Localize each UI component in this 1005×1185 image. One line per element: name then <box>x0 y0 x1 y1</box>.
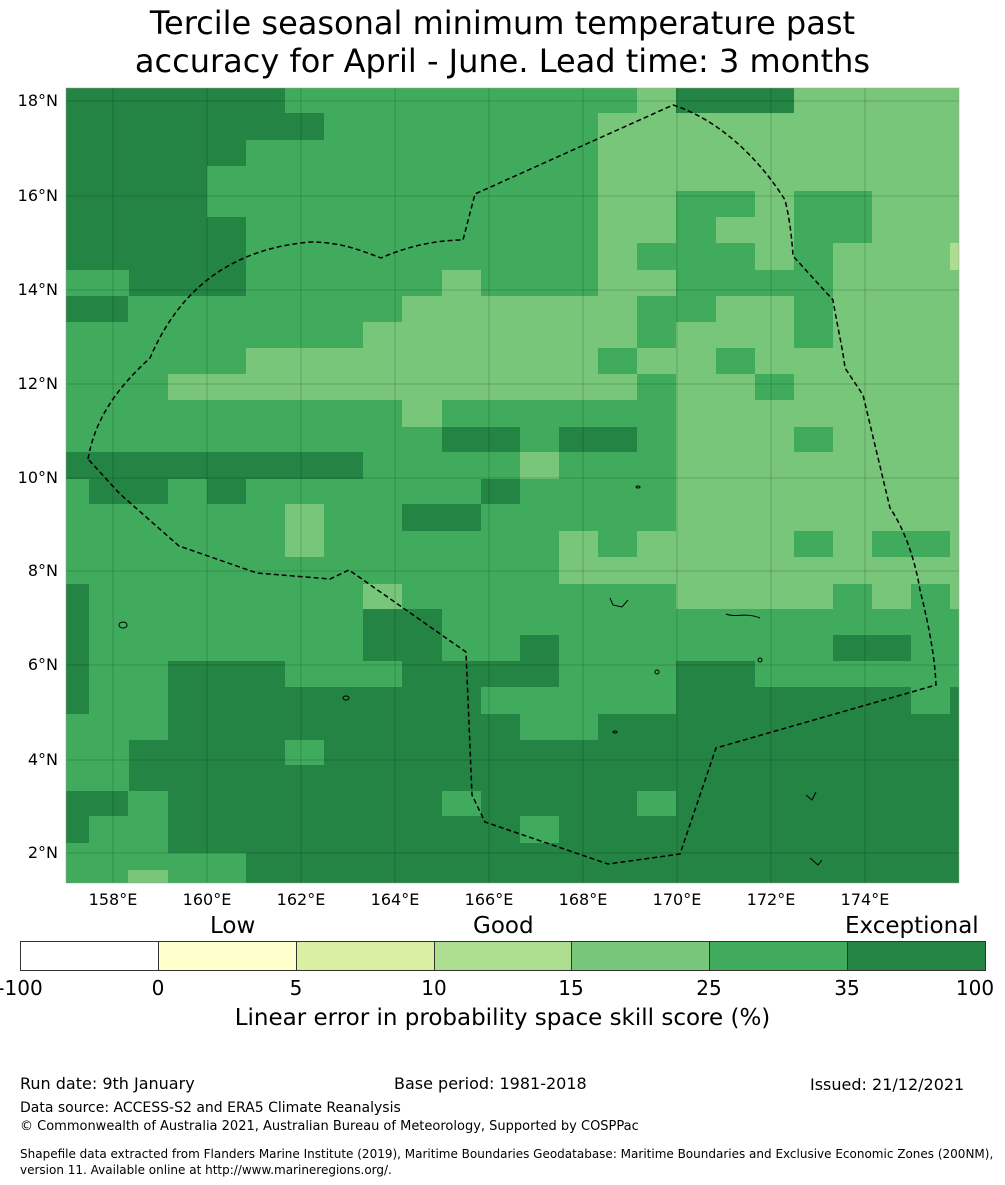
colorbar-tick-15: 15 <box>558 976 584 1000</box>
data-source: Data source: ACCESS-S2 and ERA5 Climate … <box>20 1100 401 1116</box>
colorbar-segment-1 <box>20 941 159 971</box>
lat-label-18n: 18°N <box>17 91 58 110</box>
colorbar-tick-100: 100 <box>955 976 995 1000</box>
colorbar-tick-35: 35 <box>834 976 860 1000</box>
lon-label-160e: 160°E <box>182 890 232 909</box>
map-gridlines <box>66 88 959 883</box>
colorbar-segment-6 <box>709 941 848 971</box>
base-period: Base period: 1981-2018 <box>394 1074 587 1093</box>
eez-boundary-line <box>87 104 937 865</box>
colorbar-word-good: Good <box>473 913 534 939</box>
chart-title-line-1: Tercile seasonal minimum temperature pas… <box>149 4 856 42</box>
issued-date: Issued: 21/12/2021 <box>810 1075 965 1094</box>
run-date: Run date: 9th January <box>20 1074 195 1093</box>
colorbar-segment-3 <box>296 941 435 971</box>
lat-label-10n: 10°N <box>17 468 58 487</box>
skill-map <box>65 87 960 884</box>
colorbar-word-exceptional: Exceptional <box>845 913 979 939</box>
skill-cells <box>66 88 959 883</box>
colorbar-segment-4 <box>434 941 572 971</box>
colorbar-tick-25: 25 <box>696 976 722 1000</box>
lat-label-6n: 6°N <box>27 655 58 674</box>
lon-label-170e: 170°E <box>652 890 702 909</box>
colorbar-tick-0: 0 <box>151 976 165 1000</box>
colorbar-tick-5: 5 <box>289 976 303 1000</box>
shapefile-credit-line-1: Shapefile data extracted from Flanders M… <box>20 1147 994 1161</box>
colorbar-word-low: Low <box>210 913 256 939</box>
lon-label-172e: 172°E <box>746 890 796 909</box>
lon-label-158e: 158°E <box>88 890 138 909</box>
lat-label-4n: 4°N <box>27 750 58 769</box>
lon-label-168e: 168°E <box>558 890 608 909</box>
island-markers <box>118 485 823 866</box>
lat-label-12n: 12°N <box>17 374 58 393</box>
lon-label-162e: 162°E <box>276 890 326 909</box>
colorbar-tick-minus100: -100 <box>0 976 43 1000</box>
colorbar-tick-10: 10 <box>421 976 447 1000</box>
lon-label-166e: 166°E <box>464 890 514 909</box>
lon-label-164e: 164°E <box>370 890 420 909</box>
colorbar-segment-2 <box>158 941 297 971</box>
shapefile-credit-line-2: version 11. Available online at http://w… <box>20 1163 392 1177</box>
lat-label-16n: 16°N <box>17 186 58 205</box>
lon-label-174e: 174°E <box>840 890 890 909</box>
colorbar-segment-7 <box>847 941 986 971</box>
lat-label-14n: 14°N <box>17 280 58 299</box>
chart-title-line-2: accuracy for April - June. Lead time: 3 … <box>134 42 871 80</box>
colorbar-label: Linear error in probability space skill … <box>234 1005 771 1031</box>
lat-label-2n: 2°N <box>27 843 58 862</box>
copyright-notice: © Commonwealth of Australia 2021, Austra… <box>20 1119 639 1134</box>
lat-label-8n: 8°N <box>27 561 58 580</box>
colorbar-segment-5 <box>571 941 710 971</box>
